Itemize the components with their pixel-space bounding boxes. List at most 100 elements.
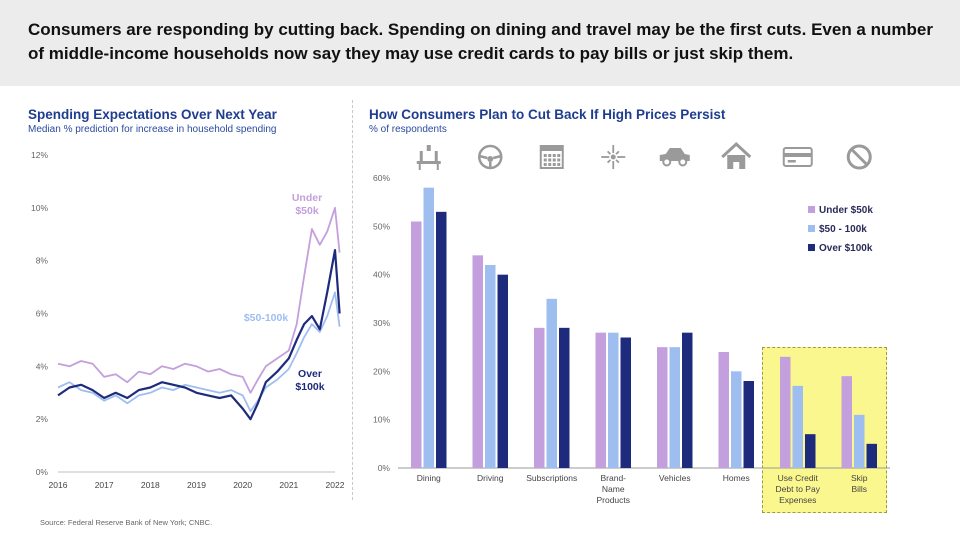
card-stripe [783, 153, 812, 157]
glass-shape [426, 145, 431, 151]
series-label-under50k: Under [292, 192, 322, 204]
house-icon [721, 141, 752, 169]
bar-over100k [805, 434, 816, 468]
calendar-day [543, 158, 547, 162]
sparkle-ray [606, 159, 612, 164]
sparkle-icon [601, 145, 626, 169]
y-tick-label: 2% [36, 414, 49, 424]
bar-over100k [866, 443, 877, 468]
chair-shape [434, 151, 438, 161]
series-line-over100k [57, 249, 341, 421]
series-label-mid: $50-100k [244, 312, 289, 324]
category-label: Driving [477, 473, 504, 483]
series-label-under50k: $50k [295, 205, 319, 217]
bar-under50k [411, 221, 422, 468]
bar-over100k [743, 381, 754, 468]
bar-chart-title: How Consumers Plan to Cut Back If High P… [369, 107, 726, 122]
series-label-over100k: $100k [295, 381, 324, 393]
sparkle-ray [615, 159, 620, 164]
y-tick-label: 4% [36, 361, 49, 371]
x-tick-label: 2016 [49, 480, 68, 490]
x-tick-label: 2019 [187, 480, 206, 490]
y-tick-label: 10% [31, 203, 48, 213]
bar-over100k [497, 274, 508, 468]
y-tick-label: 12% [31, 150, 48, 160]
legend-label: Over $100k [819, 243, 873, 254]
legend-label: Under $50k [819, 205, 873, 216]
calendar-icon [539, 145, 564, 169]
legend-label: $50 - 100k [819, 224, 867, 235]
y-tick-label: 8% [36, 256, 49, 266]
category-label: Bills [851, 484, 867, 494]
steering-wheel-icon [478, 144, 503, 170]
line-chart-title: Spending Expectations Over Next Year [28, 107, 277, 122]
wheel-spokes [478, 154, 502, 168]
calendar-day [557, 158, 561, 162]
bar-under50k [718, 352, 729, 468]
calendar-day [548, 158, 552, 162]
calendar-day [557, 163, 561, 166]
x-tick-label: 2020 [233, 480, 252, 490]
x-tick-label: 2022 [326, 480, 345, 490]
bar-mid [669, 347, 680, 468]
bar-under50k [534, 327, 545, 468]
house-body [727, 155, 746, 169]
series-line-under50k [57, 206, 341, 394]
chart-divider [352, 100, 353, 500]
bar-mid [731, 371, 742, 468]
calendar-day [548, 163, 552, 166]
category-label: Debt to Pay [776, 484, 821, 494]
headline-banner: Consumers are responding by cutting back… [0, 0, 960, 86]
legend-swatch-over100k [808, 244, 815, 251]
prohibited-ring [846, 144, 872, 170]
category-label: Skip [851, 473, 868, 483]
legend-swatch-mid [808, 225, 815, 232]
bar-under50k [841, 376, 852, 468]
bar-mid [546, 298, 557, 468]
bar-under50k [657, 347, 668, 468]
category-label: Brand- [600, 473, 626, 483]
calendar-day [548, 154, 552, 157]
car-icon [659, 148, 690, 167]
y-tick-label: 0% [36, 467, 49, 477]
bar-over100k [620, 337, 631, 468]
leg-shape [436, 164, 439, 170]
bar-over100k [559, 327, 570, 468]
x-tick-label: 2018 [141, 480, 160, 490]
x-tick-label: 2021 [279, 480, 298, 490]
card-chip [787, 160, 796, 163]
calendar-day [557, 154, 561, 157]
headline-text: Consumers are responding by cutting back… [28, 20, 933, 63]
bar-under50k [472, 255, 483, 468]
bar-chart: 0% 10% 20% 30% 40% 50% 60% Dining Driving Subscri… [373, 141, 890, 505]
sparkle-ray [615, 150, 620, 155]
car-wheel [662, 157, 672, 167]
x-tick-label: 2017 [95, 480, 114, 490]
bar-under50k [780, 356, 791, 468]
category-label: Vehicles [659, 473, 691, 483]
chair-shape [419, 151, 423, 161]
bar-over100k [682, 332, 693, 468]
prohibited-icon [846, 144, 872, 170]
y-tick-label: 60% [373, 173, 390, 183]
series-label-over100k: Over [298, 368, 322, 380]
wheel-hub [487, 156, 494, 162]
car-wheel [678, 157, 688, 167]
calendar-day [543, 163, 547, 166]
category-label: Products [596, 495, 630, 505]
legend-swatch-under50k [808, 206, 815, 213]
series-line-mid [57, 291, 341, 413]
calendar-day [552, 158, 556, 162]
calendar-day [543, 154, 547, 157]
category-label: Name [602, 484, 625, 494]
calendar-day [552, 154, 556, 157]
y-tick-label: 50% [373, 221, 390, 231]
bar-mid [854, 414, 865, 468]
category-label: Expenses [779, 495, 816, 505]
credit-card-icon [782, 147, 813, 167]
y-tick-label: 30% [373, 318, 390, 328]
y-tick-label: 0% [378, 463, 391, 473]
calendar-day [552, 163, 556, 166]
prohibited-slash [850, 148, 868, 166]
bar-over100k [436, 211, 447, 468]
